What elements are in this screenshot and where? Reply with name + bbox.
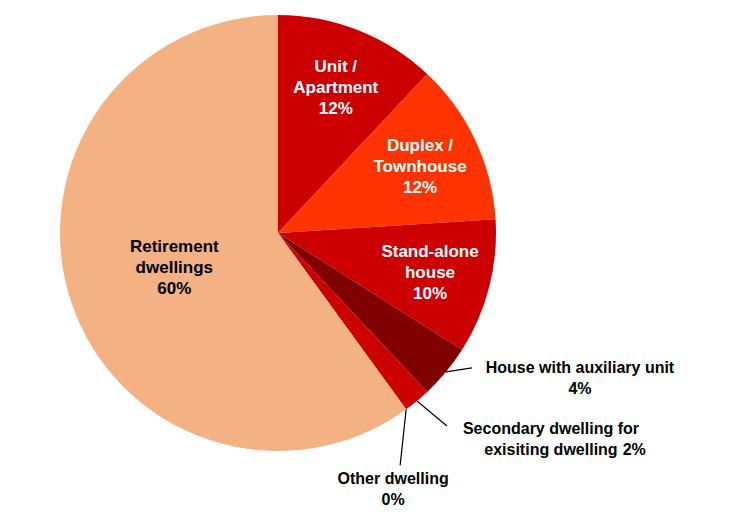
slice-label-line: Townhouse bbox=[373, 157, 466, 176]
slice-label: Unit / Apartment bbox=[293, 57, 378, 97]
slice-label: Stand-alone house bbox=[381, 242, 478, 282]
slice-label: Other dwelling bbox=[338, 470, 449, 487]
data-label: 12% bbox=[403, 178, 437, 197]
leader-line bbox=[400, 409, 406, 465]
slice-label-line: Unit / bbox=[315, 57, 358, 76]
slice-label-line: Other dwelling bbox=[338, 470, 449, 487]
labels: Unit / Apartment 12% Duplex / Townhouse 12% St… bbox=[130, 57, 675, 508]
data-label: 0% bbox=[382, 491, 405, 508]
pie-slice bbox=[278, 74, 496, 233]
slice-label-line: house bbox=[405, 263, 455, 282]
slice-label-line: dwellings bbox=[136, 258, 213, 277]
slice-label-line: House with auxiliary unit bbox=[486, 359, 675, 376]
slice-label-line: Stand-alone bbox=[381, 242, 478, 261]
leader-line bbox=[417, 401, 447, 426]
data-label: 4% bbox=[568, 380, 591, 397]
pie-slices bbox=[60, 15, 496, 451]
slice-label: House with auxiliary unit bbox=[486, 359, 675, 376]
slice-label-line: Secondary dwelling for bbox=[463, 420, 639, 437]
pie-slice bbox=[60, 15, 406, 451]
slice-label: Duplex / Townhouse bbox=[373, 136, 466, 176]
slice-label-line: Apartment bbox=[293, 78, 378, 97]
data-label: 60% bbox=[157, 279, 191, 298]
chart: Unit / Apartment 12% Duplex / Townhouse 12% St… bbox=[0, 0, 732, 516]
slice-label-line: exisiting dwelling bbox=[484, 441, 617, 458]
pie bbox=[60, 15, 496, 451]
slice-label: Secondary dwelling for exisiting dwelling bbox=[463, 420, 639, 458]
leader-line bbox=[446, 368, 472, 372]
data-label: 2% bbox=[623, 441, 646, 458]
slice-label: Retirement dwellings bbox=[130, 237, 219, 277]
data-label: 12% bbox=[319, 99, 353, 118]
slice-label-line: Retirement bbox=[130, 237, 219, 256]
data-label: 10% bbox=[413, 284, 447, 303]
slice-label-line: Duplex / bbox=[387, 136, 453, 155]
